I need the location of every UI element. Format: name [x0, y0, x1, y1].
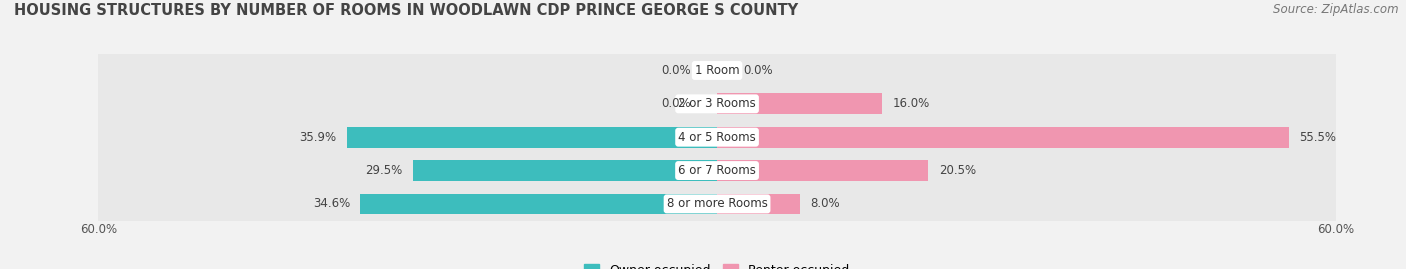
Text: 29.5%: 29.5%	[366, 164, 402, 177]
Bar	[717, 194, 800, 214]
Text: 0.0%: 0.0%	[662, 97, 692, 110]
Bar	[360, 194, 717, 214]
Text: 35.9%: 35.9%	[299, 131, 336, 144]
Text: 6 or 7 Rooms: 6 or 7 Rooms	[678, 164, 756, 177]
Bar	[98, 87, 1336, 121]
Text: 0.0%: 0.0%	[742, 64, 772, 77]
Bar	[413, 160, 717, 181]
Bar	[98, 121, 1336, 154]
Bar	[98, 54, 1336, 87]
Bar	[717, 127, 1289, 147]
Text: 4 or 5 Rooms: 4 or 5 Rooms	[678, 131, 756, 144]
Bar	[717, 94, 882, 114]
Text: 34.6%: 34.6%	[312, 197, 350, 210]
Text: Source: ZipAtlas.com: Source: ZipAtlas.com	[1274, 3, 1399, 16]
Text: 8 or more Rooms: 8 or more Rooms	[666, 197, 768, 210]
Text: 8.0%: 8.0%	[810, 197, 839, 210]
Text: 55.5%: 55.5%	[1299, 131, 1337, 144]
Legend: Owner-occupied, Renter-occupied: Owner-occupied, Renter-occupied	[583, 264, 851, 269]
Bar	[98, 154, 1336, 187]
Bar	[347, 127, 717, 147]
Text: 16.0%: 16.0%	[893, 97, 929, 110]
Text: HOUSING STRUCTURES BY NUMBER OF ROOMS IN WOODLAWN CDP PRINCE GEORGE S COUNTY: HOUSING STRUCTURES BY NUMBER OF ROOMS IN…	[14, 3, 799, 18]
Text: 2 or 3 Rooms: 2 or 3 Rooms	[678, 97, 756, 110]
Bar	[717, 160, 928, 181]
Text: 20.5%: 20.5%	[939, 164, 976, 177]
Text: 1 Room: 1 Room	[695, 64, 740, 77]
Bar	[98, 187, 1336, 221]
Text: 0.0%: 0.0%	[662, 64, 692, 77]
